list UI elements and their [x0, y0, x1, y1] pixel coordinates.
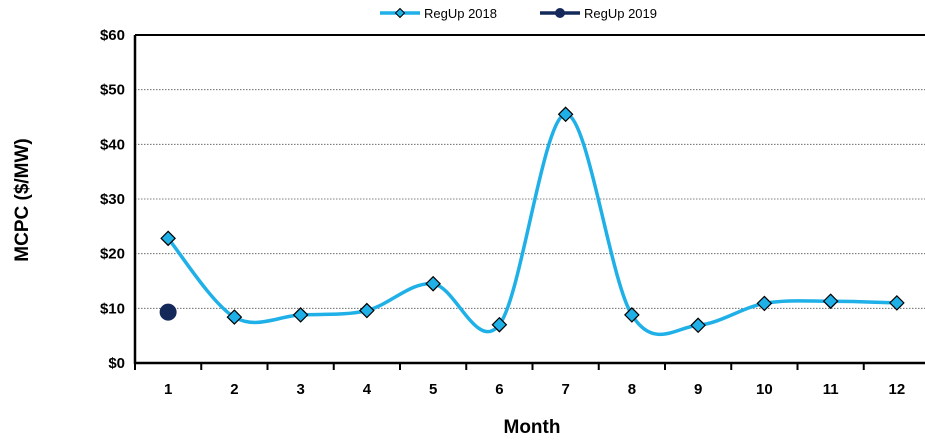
x-tick-label: 5: [429, 381, 437, 398]
series-2: [159, 303, 177, 321]
series-1: [160, 106, 905, 337]
legend: RegUp 2018 RegUp 2019: [380, 6, 657, 21]
legend-label: RegUp 2018: [424, 6, 497, 21]
gridlines: [135, 34, 925, 309]
x-tick-label: 10: [756, 381, 773, 398]
legend-label: RegUp 2019: [584, 6, 657, 21]
legend-item: RegUp 2018: [380, 6, 497, 21]
data-point: [756, 295, 773, 312]
data-point: [557, 106, 574, 123]
data-point: [160, 230, 176, 247]
x-tick-label: 2: [230, 381, 238, 398]
x-tick-label: 12: [889, 381, 906, 398]
data-point: [690, 317, 706, 334]
y-tick-label: $20: [100, 246, 125, 263]
data-point: [624, 307, 640, 323]
data-point: [226, 309, 243, 325]
series-line: [166, 112, 897, 337]
data-point: [491, 316, 508, 333]
legend-marker: [555, 8, 565, 18]
y-axis-title: MCPC ($/MW): [12, 138, 33, 261]
x-tick-label: 11: [823, 381, 839, 398]
x-axis-title: Month: [504, 417, 561, 438]
x-tick-label: 9: [694, 381, 702, 398]
y-tick-label: $50: [100, 82, 125, 99]
x-tick-label: 6: [495, 381, 503, 398]
x-tick-label: 1: [164, 381, 172, 398]
y-tick-label: $30: [100, 191, 125, 208]
data-point: [359, 302, 375, 319]
data-point: [889, 295, 905, 311]
data-point: [159, 303, 177, 321]
x-tick-label: 8: [628, 381, 636, 398]
data-point: [822, 293, 839, 310]
axes: $0$10$20$30$40$50$601 2 3 4 5 6 7 8 9 10 11 12: [100, 27, 925, 398]
legend-item: RegUp 2019: [540, 6, 657, 21]
x-tick-label: 4: [363, 381, 372, 398]
y-tick-label: $40: [100, 136, 125, 153]
data-point: [292, 307, 309, 323]
y-tick-label: $60: [100, 27, 125, 44]
x-tick-label: 7: [561, 381, 569, 398]
data-point: [425, 275, 441, 292]
legend-marker: [394, 7, 406, 19]
series-layer: [159, 106, 905, 337]
y-tick-label: $0: [108, 355, 125, 372]
y-tick-label: $10: [100, 300, 125, 317]
x-tick-label: 3: [296, 381, 304, 398]
